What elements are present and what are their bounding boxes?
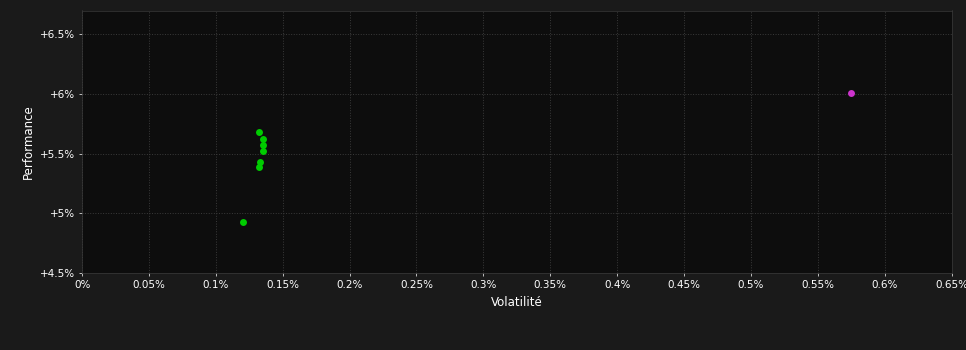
Point (251, 130, 267, 135)
Point (255, 148, 270, 154)
Point (255, 136, 270, 142)
X-axis label: Volatilité: Volatilité (491, 295, 543, 308)
Point (252, 159, 268, 165)
Point (251, 164, 267, 170)
Point (235, 219, 250, 224)
Point (843, 90, 859, 96)
Point (255, 142, 270, 148)
Y-axis label: Performance: Performance (21, 104, 35, 179)
